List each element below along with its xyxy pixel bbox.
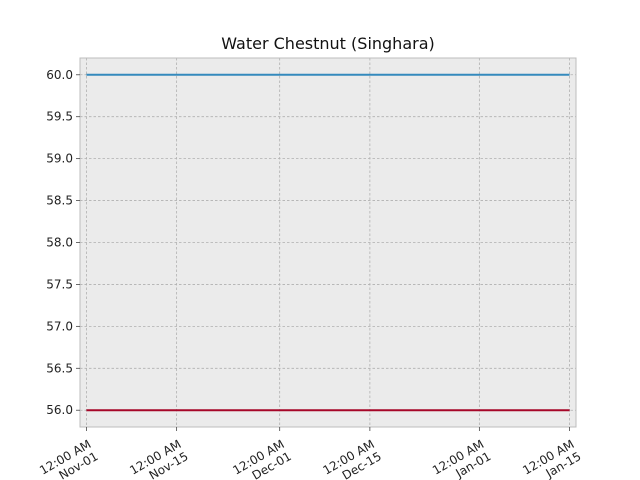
y-tick-label: 58.0: [46, 236, 73, 250]
y-tick-label: 59.0: [46, 152, 73, 166]
y-tick-label: 59.5: [46, 110, 73, 124]
y-tick-label: 57.0: [46, 319, 73, 333]
y-tick-label: 60.0: [46, 68, 73, 82]
y-axis: 56.0 56.5 57.0 57.5 58.0 58.5 59.0 59.5 60.0: [46, 68, 80, 417]
chart-title: Water Chestnut (Singhara): [221, 34, 435, 53]
y-tick-label: 56.5: [46, 361, 73, 375]
series-layer: [86, 73, 570, 412]
y-tick-label: 56.0: [46, 403, 73, 417]
y-tick-label: 58.5: [46, 194, 73, 208]
y-tick-label: 57.5: [46, 277, 73, 291]
